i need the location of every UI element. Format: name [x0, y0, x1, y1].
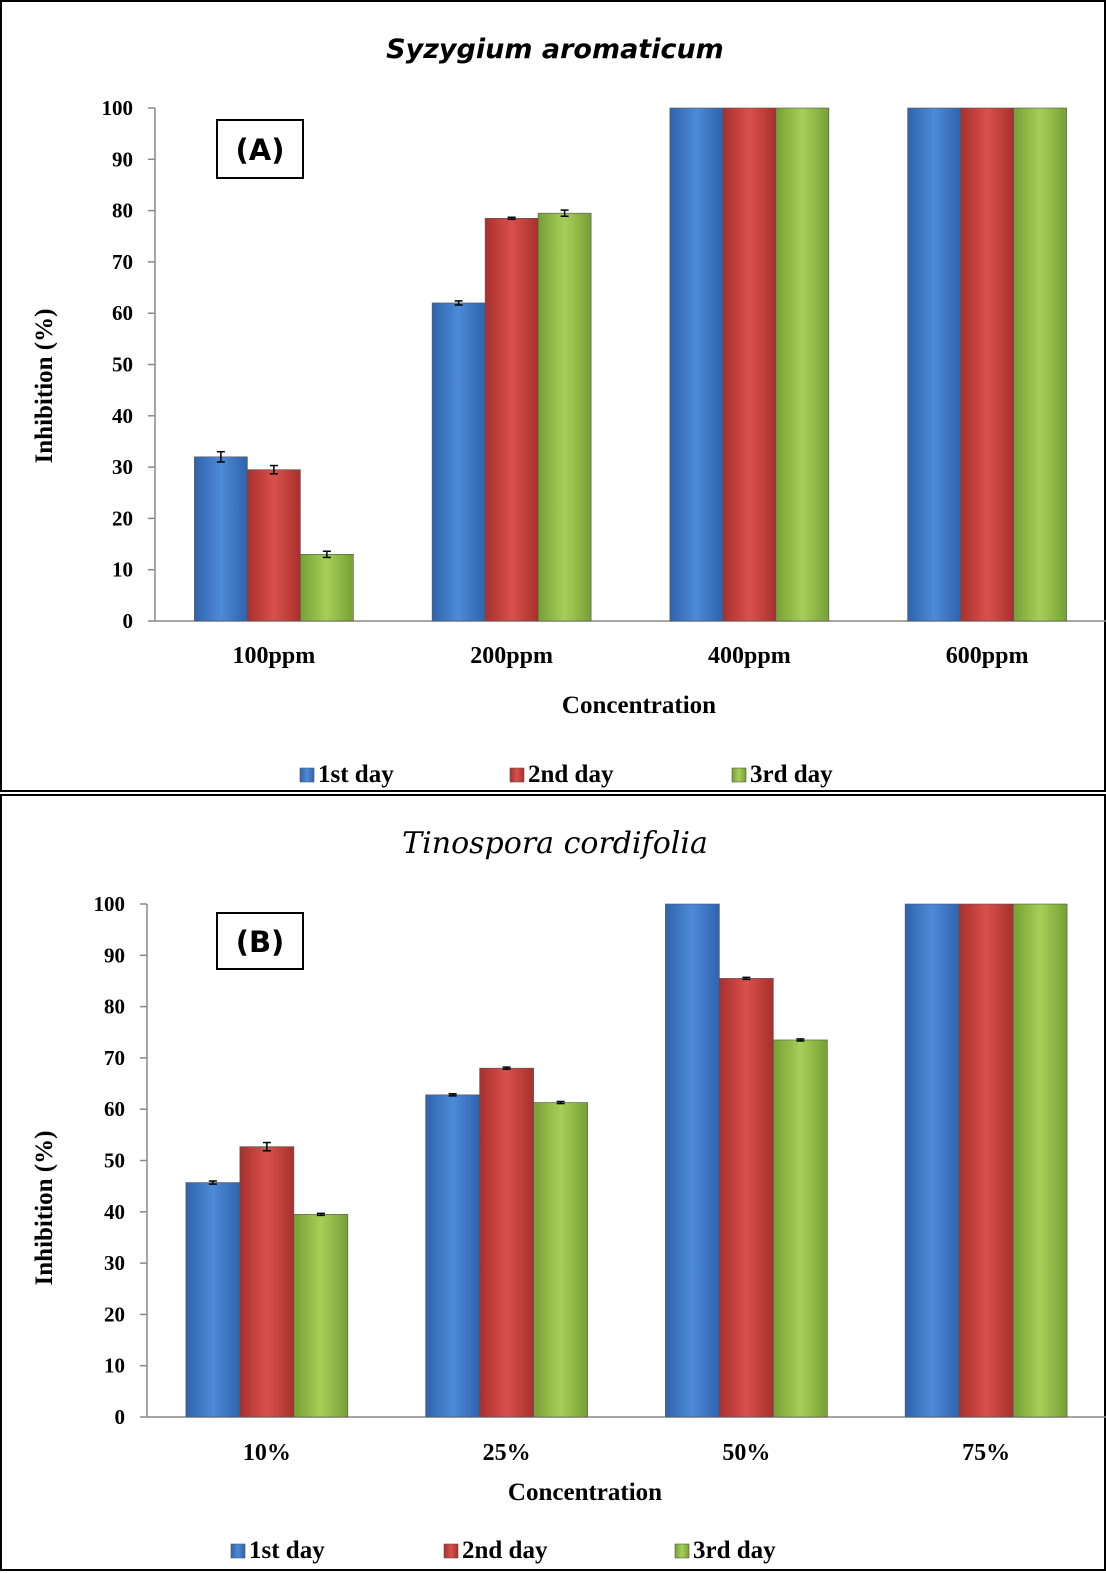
bar-3rd-day-600ppm — [1013, 107, 1067, 622]
x-tick-label: 100ppm — [233, 643, 316, 669]
y-tick-label: 10 — [112, 558, 133, 582]
legend-swatch — [299, 767, 315, 783]
bar-2nd-day-10pct — [239, 1146, 295, 1418]
bar-1st-day-10pct — [185, 1182, 241, 1418]
y-tick-label: 20 — [112, 506, 133, 530]
y-tick-label: 60 — [104, 1097, 125, 1121]
bar-1st-day-75pct — [904, 903, 960, 1418]
bar-3rd-day-10pct — [293, 1214, 349, 1418]
chart-b-svg: Tinospora cordifolia 0 10 20 30 40 50 60 70 80 90… — [31, 826, 1106, 1564]
x-axis-label: Concentration — [508, 1479, 662, 1506]
chart-panel-b: Tinospora cordifolia 0 10 20 30 40 50 60 70 80 90… — [0, 794, 1106, 1571]
chart-title: Syzygium aromaticum — [386, 34, 724, 65]
bar-2nd-day-600ppm — [960, 107, 1014, 622]
y-tick-label: 50 — [104, 1149, 125, 1173]
legend-swatch — [674, 1543, 690, 1559]
legend-label: 2nd day — [462, 1537, 548, 1564]
x-tick-label: 75% — [962, 1440, 1010, 1466]
bar-3rd-day-400ppm — [775, 107, 830, 622]
legend-swatch — [731, 767, 747, 783]
y-tick-label: 60 — [112, 301, 133, 325]
panel-label-box — [216, 119, 304, 179]
legend-label: 1st day — [318, 761, 394, 788]
panel-label: (A) — [236, 133, 285, 167]
bar-1st-day-50pct — [665, 903, 720, 1418]
bar-2nd-day-50pct — [719, 978, 774, 1418]
y-tick-label: 90 — [112, 147, 133, 171]
y-tick-label: 80 — [104, 995, 125, 1019]
bar-3rd-day-50pct — [773, 1039, 828, 1418]
y-tick-label: 20 — [104, 1302, 125, 1326]
x-tick-label: 10% — [243, 1440, 291, 1466]
legend-label: 2nd day — [528, 761, 614, 788]
y-tick-label: 100 — [102, 96, 134, 120]
y-tick-label: 90 — [104, 943, 125, 967]
panel-label: (B) — [236, 925, 285, 959]
bar-3rd-day-200ppm — [537, 212, 592, 622]
bar-2nd-day-75pct — [958, 903, 1014, 1418]
panel-label-box — [216, 912, 304, 970]
x-tick-label: 200ppm — [470, 643, 553, 669]
bar-1st-day-600ppm — [907, 107, 961, 622]
y-tick-label: 40 — [112, 404, 133, 428]
bar-3rd-day-25pct — [533, 1102, 588, 1418]
y-tick-label: 0 — [115, 1405, 126, 1429]
bar-1st-day-100ppm — [194, 456, 248, 622]
y-tick-label: 80 — [112, 199, 133, 223]
bar-2nd-day-100ppm — [247, 469, 301, 622]
x-tick-label: 600ppm — [946, 643, 1029, 669]
bar-1st-day-25pct — [425, 1094, 480, 1418]
y-tick-label: 10 — [104, 1354, 125, 1378]
legend-label: 3rd day — [693, 1537, 776, 1564]
legend-swatch — [509, 767, 525, 783]
y-tick-label: 70 — [104, 1046, 125, 1070]
bar-2nd-day-200ppm — [484, 217, 539, 622]
bar-3rd-day-100ppm — [300, 554, 354, 622]
bar-2nd-day-25pct — [479, 1067, 534, 1418]
y-tick-label: 70 — [112, 250, 133, 274]
chart-a-svg: Syzygium aromaticum 0 10 20 30 40 50 60 70 80 90 1… — [31, 34, 1106, 788]
chart-panel-a: Syzygium aromaticum 0 10 20 30 40 50 60 70 80 90 1… — [0, 0, 1106, 792]
y-tick-label: 40 — [104, 1200, 125, 1224]
bar-2nd-day-400ppm — [722, 107, 777, 622]
x-tick-label: 25% — [483, 1440, 531, 1466]
x-axis-label: Concentration — [562, 692, 716, 719]
y-axis-label: Inhibition (%) — [31, 1131, 58, 1286]
x-tick-label: 400ppm — [708, 643, 791, 669]
bar-3rd-day-75pct — [1012, 903, 1068, 1418]
y-tick-label: 100 — [94, 892, 126, 916]
legend-swatch — [230, 1543, 246, 1559]
bar-1st-day-400ppm — [669, 107, 724, 622]
x-tick-label: 50% — [722, 1440, 770, 1466]
y-tick-label: 50 — [112, 353, 133, 377]
legend-swatch — [443, 1543, 459, 1559]
legend-label: 1st day — [249, 1537, 325, 1564]
y-tick-label: 30 — [112, 455, 133, 479]
y-tick-label: 0 — [123, 609, 134, 633]
bar-1st-day-200ppm — [431, 302, 486, 622]
legend-label: 3rd day — [750, 761, 833, 788]
y-axis-label: Inhibition (%) — [31, 309, 58, 464]
y-tick-label: 30 — [104, 1251, 125, 1275]
chart-title: Tinospora cordifolia — [402, 826, 708, 861]
